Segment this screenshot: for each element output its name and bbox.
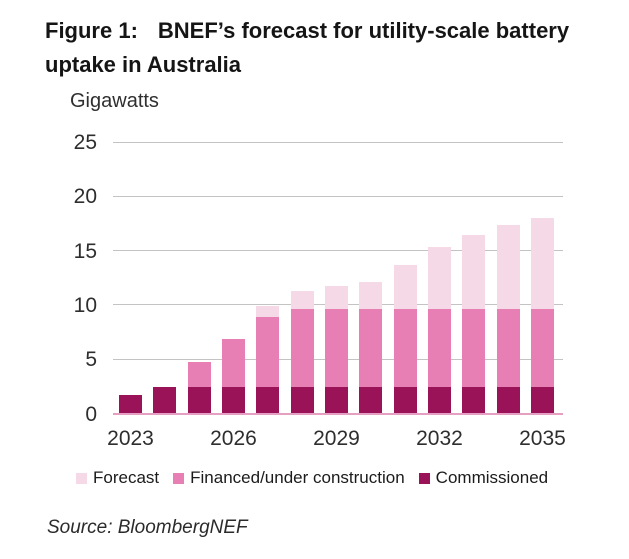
bar-segment-financed-under-construction xyxy=(221,338,245,388)
legend-item-commissioned: Commissioned xyxy=(418,468,549,488)
y-axis-tick-label: 10 xyxy=(73,293,97,317)
bar-segment-commissioned xyxy=(359,387,383,414)
bar-segment-commissioned xyxy=(221,387,245,414)
figure-label: Figure 1: xyxy=(45,18,138,43)
bar-segment-forecast xyxy=(530,218,554,310)
bar-segment-financed-under-construction xyxy=(324,309,348,388)
bar-segment-financed-under-construction xyxy=(496,309,520,388)
legend: Forecast Financed/under construction Commi… xyxy=(76,468,562,488)
x-axis-tick-label: 2032 xyxy=(416,427,463,450)
bar-segment-forecast xyxy=(496,224,520,310)
bar-segment-commissioned xyxy=(427,387,451,414)
legend-swatch-financed xyxy=(173,472,185,484)
bar-segment-financed-under-construction xyxy=(530,309,554,388)
legend-label-forecast: Forecast xyxy=(93,468,160,487)
legend-label-commissioned: Commissioned xyxy=(435,468,549,487)
bar-segment-forecast xyxy=(462,235,486,310)
x-axis-tick-label: 2029 xyxy=(313,427,360,450)
y-axis-unit-label: Gigawatts xyxy=(70,90,159,112)
bar-segment-forecast xyxy=(256,305,280,317)
x-axis-tick-label: 2023 xyxy=(107,427,154,450)
figure-title: Figure 1: BNEF’s forecast for utility-sca… xyxy=(45,14,603,82)
bar-segment-financed-under-construction xyxy=(393,309,417,388)
legend-label-financed: Financed/under construction xyxy=(190,468,405,487)
y-axis-tick-label: 5 xyxy=(85,348,97,372)
legend-item-forecast: Forecast xyxy=(76,468,159,488)
bar-segment-commissioned xyxy=(393,387,417,414)
bar-segment-financed-under-construction xyxy=(427,309,451,388)
bar-segment-commissioned xyxy=(496,387,520,414)
bar-segment-commissioned xyxy=(530,387,554,414)
source-note: Source: BloombergNEF xyxy=(47,517,248,538)
y-axis-tick-label: 15 xyxy=(73,239,97,263)
x-axis-line xyxy=(113,412,563,415)
bar-segment-commissioned xyxy=(153,387,177,414)
y-axis-tick-label: 0 xyxy=(85,402,97,426)
bar-segment-commissioned xyxy=(462,387,486,414)
y-axis-tick-label: 20 xyxy=(73,185,97,209)
bar-segment-forecast xyxy=(393,264,417,310)
y-axis-tick-label: 25 xyxy=(73,131,97,154)
gridline xyxy=(113,141,563,143)
bar-segment-financed-under-construction xyxy=(290,309,314,388)
bar-segment-commissioned xyxy=(256,387,280,414)
bar-segment-financed-under-construction xyxy=(256,316,280,388)
legend-swatch-commissioned xyxy=(418,472,430,484)
legend-item-financed: Financed/under construction xyxy=(173,468,405,488)
bar-segment-forecast xyxy=(359,282,383,310)
figure-title-text: BNEF’s forecast for utility-scale batter… xyxy=(45,18,570,77)
bar-segment-commissioned xyxy=(324,387,348,414)
x-axis-tick-label: 2026 xyxy=(210,427,257,450)
bar-segment-forecast xyxy=(290,290,314,310)
gridline xyxy=(113,195,563,197)
bar-segment-financed-under-construction xyxy=(187,362,211,388)
gridline xyxy=(113,250,563,252)
bar-segment-commissioned xyxy=(187,387,211,414)
bar-segment-financed-under-construction xyxy=(462,309,486,388)
plot-area: 0 5 10 15 20 25 2023 2026 2029 2032 2035 xyxy=(73,131,566,450)
bar-segment-forecast xyxy=(427,247,451,310)
bar-segment-financed-under-construction xyxy=(359,309,383,388)
bar-segment-forecast xyxy=(324,286,348,310)
bar-segment-commissioned xyxy=(290,387,314,414)
x-axis-tick-label: 2035 xyxy=(519,427,566,450)
legend-swatch-forecast xyxy=(76,472,87,484)
bar-segment-commissioned xyxy=(119,395,142,414)
